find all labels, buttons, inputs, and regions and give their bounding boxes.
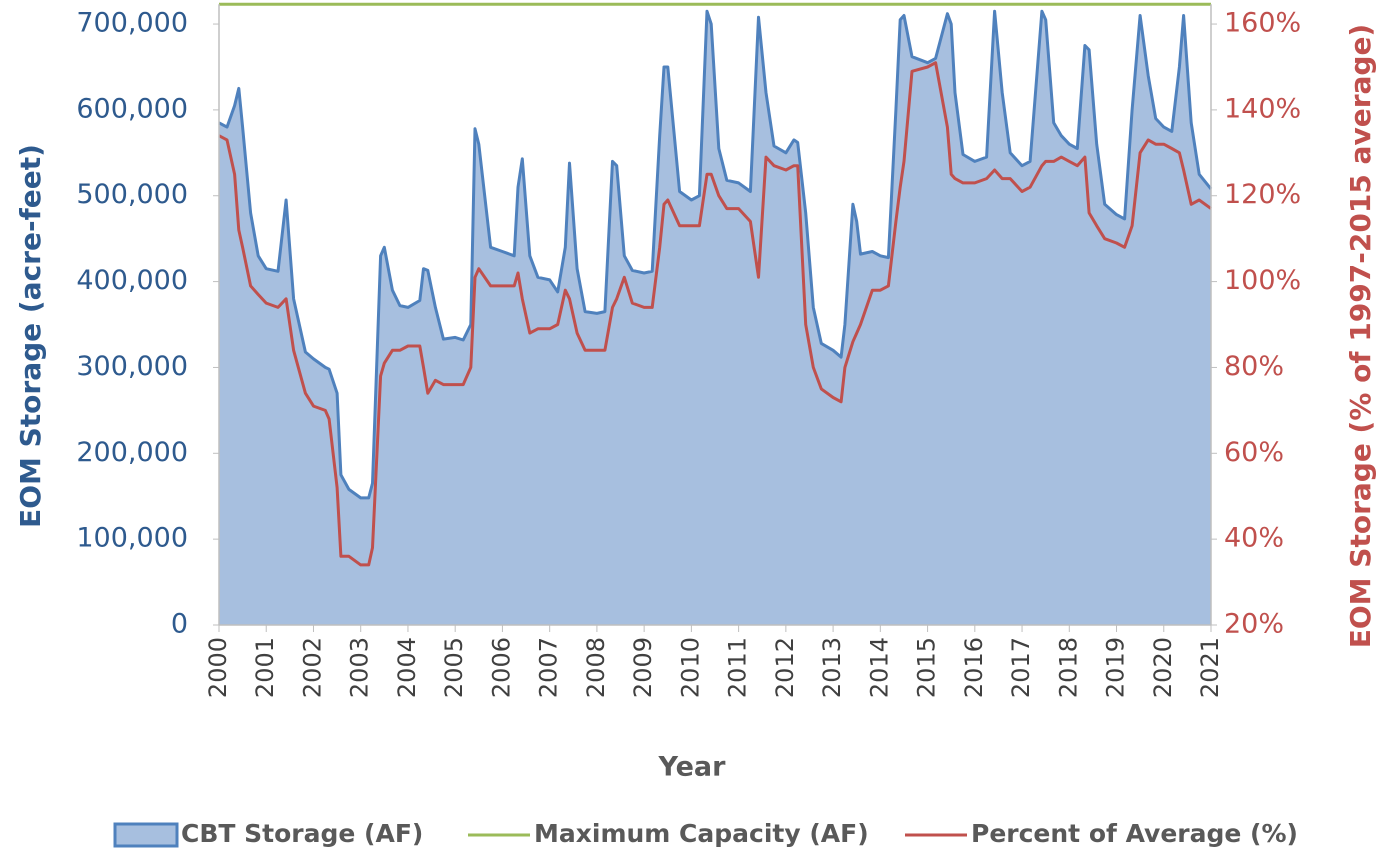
x-tick-label: 2010: [676, 637, 704, 698]
x-tick-label: 2015: [913, 637, 941, 698]
x-tick-label: 2016: [960, 637, 988, 698]
x-tick-label: 2006: [487, 637, 515, 698]
y2-axis-label: EOM Storage (% of 1997-2015 average): [1344, 24, 1377, 648]
x-tick-label: 2019: [1102, 637, 1130, 698]
y2-tick-label: 80%: [1224, 351, 1284, 382]
x-tick-label: 2009: [629, 637, 657, 698]
x-axis-label: Year: [658, 752, 727, 783]
x-tick-label: 2001: [251, 637, 279, 698]
y-tick-label: 400,000: [76, 265, 188, 296]
x-tick-label: 2014: [865, 637, 893, 698]
x-tick-label: 2005: [440, 637, 468, 698]
legend-label: Maximum Capacity (AF): [534, 819, 869, 848]
line: [218, 61, 1212, 567]
y2-tick-label: 160%: [1224, 8, 1301, 39]
y-tick-label: 0: [171, 609, 188, 640]
x-tick-label: 2000: [204, 637, 232, 698]
y-tick-label: 100,000: [76, 523, 188, 554]
x-tick-label: 2012: [771, 637, 799, 698]
x-tick-label: 2007: [535, 637, 563, 698]
x-tick-label: 2004: [393, 637, 421, 698]
y2-tick-label: 20%: [1224, 609, 1284, 640]
x-tick-label: 2017: [1007, 637, 1035, 698]
y2-tick-label: 140%: [1224, 93, 1301, 124]
x-tick-label: 2003: [346, 637, 374, 698]
y-axis-label: EOM Storage (acre-feet): [14, 144, 47, 528]
y-tick-label: 200,000: [76, 437, 188, 468]
area-outline: [218, 9, 1213, 500]
y2-tick-label: 100%: [1224, 265, 1301, 296]
y-tick-label: 700,000: [76, 8, 188, 39]
x-tick-label: 2008: [582, 637, 610, 698]
y2-tick-label: 40%: [1224, 523, 1284, 554]
x-tick-label: 2020: [1149, 637, 1177, 698]
y-tick-label: 300,000: [76, 351, 188, 382]
x-tick-label: 2013: [818, 637, 846, 698]
x-tick-label: 2002: [298, 637, 326, 698]
x-tick-label: 2018: [1054, 637, 1082, 698]
x-tick-label: 2021: [1196, 637, 1224, 698]
x-tick-label: 2011: [724, 637, 752, 698]
legend-label: CBT Storage (AF): [181, 819, 423, 848]
y2-tick-label: 60%: [1224, 437, 1284, 468]
legend-label: Percent of Average (%): [971, 819, 1298, 848]
area: [219, 11, 1211, 625]
y-tick-label: 500,000: [76, 179, 188, 210]
y-tick-label: 600,000: [76, 93, 188, 124]
legend-swatch: [113, 822, 179, 848]
y2-tick-label: 120%: [1224, 179, 1301, 210]
